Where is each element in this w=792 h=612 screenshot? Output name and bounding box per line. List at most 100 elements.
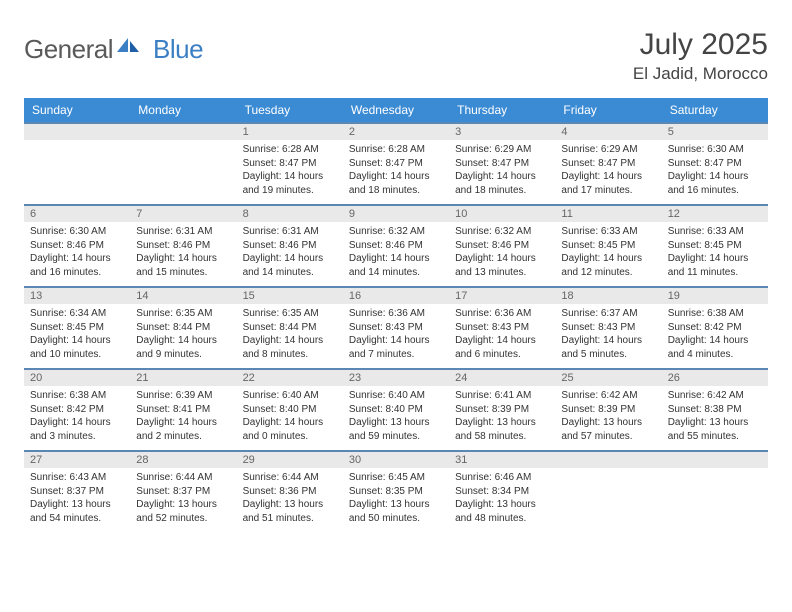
day-number: 6	[24, 206, 130, 222]
day-number: 30	[343, 452, 449, 468]
day-cell: 28Sunrise: 6:44 AMSunset: 8:37 PMDayligh…	[130, 451, 236, 532]
day-number: 16	[343, 288, 449, 304]
weekday-heading: Tuesday	[237, 98, 343, 123]
day-number: 12	[662, 206, 768, 222]
day-cell: 27Sunrise: 6:43 AMSunset: 8:37 PMDayligh…	[24, 451, 130, 532]
day-cell: 2Sunrise: 6:28 AMSunset: 8:47 PMDaylight…	[343, 123, 449, 205]
calendar-body: 1Sunrise: 6:28 AMSunset: 8:47 PMDaylight…	[24, 123, 768, 532]
day-number: 23	[343, 370, 449, 386]
day-cell: 19Sunrise: 6:38 AMSunset: 8:42 PMDayligh…	[662, 287, 768, 369]
day-cell	[24, 123, 130, 205]
day-cell: 6Sunrise: 6:30 AMSunset: 8:46 PMDaylight…	[24, 205, 130, 287]
day-details: Sunrise: 6:34 AMSunset: 8:45 PMDaylight:…	[24, 304, 130, 368]
day-details: Sunrise: 6:29 AMSunset: 8:47 PMDaylight:…	[449, 140, 555, 204]
day-number: 15	[237, 288, 343, 304]
day-number: 9	[343, 206, 449, 222]
day-cell: 26Sunrise: 6:42 AMSunset: 8:38 PMDayligh…	[662, 369, 768, 451]
day-number: 27	[24, 452, 130, 468]
brand-logo: General Blue	[24, 28, 203, 65]
brand-word-1: General	[24, 34, 113, 65]
day-details: Sunrise: 6:32 AMSunset: 8:46 PMDaylight:…	[343, 222, 449, 286]
day-number: 24	[449, 370, 555, 386]
day-details: Sunrise: 6:41 AMSunset: 8:39 PMDaylight:…	[449, 386, 555, 450]
day-details: Sunrise: 6:31 AMSunset: 8:46 PMDaylight:…	[237, 222, 343, 286]
day-cell: 31Sunrise: 6:46 AMSunset: 8:34 PMDayligh…	[449, 451, 555, 532]
day-cell: 15Sunrise: 6:35 AMSunset: 8:44 PMDayligh…	[237, 287, 343, 369]
day-cell: 17Sunrise: 6:36 AMSunset: 8:43 PMDayligh…	[449, 287, 555, 369]
day-cell: 13Sunrise: 6:34 AMSunset: 8:45 PMDayligh…	[24, 287, 130, 369]
day-cell: 29Sunrise: 6:44 AMSunset: 8:36 PMDayligh…	[237, 451, 343, 532]
week-row: 27Sunrise: 6:43 AMSunset: 8:37 PMDayligh…	[24, 451, 768, 532]
day-cell: 5Sunrise: 6:30 AMSunset: 8:47 PMDaylight…	[662, 123, 768, 205]
day-cell	[662, 451, 768, 532]
day-number: 21	[130, 370, 236, 386]
weekday-heading: Monday	[130, 98, 236, 123]
day-cell: 9Sunrise: 6:32 AMSunset: 8:46 PMDaylight…	[343, 205, 449, 287]
day-details: Sunrise: 6:28 AMSunset: 8:47 PMDaylight:…	[343, 140, 449, 204]
day-cell: 8Sunrise: 6:31 AMSunset: 8:46 PMDaylight…	[237, 205, 343, 287]
day-details: Sunrise: 6:38 AMSunset: 8:42 PMDaylight:…	[662, 304, 768, 368]
calendar-table: Sunday Monday Tuesday Wednesday Thursday…	[24, 98, 768, 532]
day-cell: 22Sunrise: 6:40 AMSunset: 8:40 PMDayligh…	[237, 369, 343, 451]
day-number: 1	[237, 124, 343, 140]
weekday-heading: Saturday	[662, 98, 768, 123]
day-number: 7	[130, 206, 236, 222]
day-cell	[130, 123, 236, 205]
day-cell: 20Sunrise: 6:38 AMSunset: 8:42 PMDayligh…	[24, 369, 130, 451]
brand-word-2: Blue	[153, 34, 203, 65]
day-details: Sunrise: 6:33 AMSunset: 8:45 PMDaylight:…	[555, 222, 661, 286]
month-title: July 2025	[633, 28, 768, 62]
day-cell: 16Sunrise: 6:36 AMSunset: 8:43 PMDayligh…	[343, 287, 449, 369]
weekday-heading: Friday	[555, 98, 661, 123]
day-details: Sunrise: 6:36 AMSunset: 8:43 PMDaylight:…	[449, 304, 555, 368]
day-number: 18	[555, 288, 661, 304]
day-details: Sunrise: 6:42 AMSunset: 8:38 PMDaylight:…	[662, 386, 768, 450]
day-cell: 25Sunrise: 6:42 AMSunset: 8:39 PMDayligh…	[555, 369, 661, 451]
day-details: Sunrise: 6:33 AMSunset: 8:45 PMDaylight:…	[662, 222, 768, 286]
day-cell: 21Sunrise: 6:39 AMSunset: 8:41 PMDayligh…	[130, 369, 236, 451]
day-details: Sunrise: 6:30 AMSunset: 8:47 PMDaylight:…	[662, 140, 768, 204]
day-cell	[555, 451, 661, 532]
day-details: Sunrise: 6:32 AMSunset: 8:46 PMDaylight:…	[449, 222, 555, 286]
day-number: 28	[130, 452, 236, 468]
day-details: Sunrise: 6:42 AMSunset: 8:39 PMDaylight:…	[555, 386, 661, 450]
week-row: 13Sunrise: 6:34 AMSunset: 8:45 PMDayligh…	[24, 287, 768, 369]
day-number: 14	[130, 288, 236, 304]
brand-sail-icon	[117, 38, 139, 54]
day-number: 29	[237, 452, 343, 468]
weekday-heading: Thursday	[449, 98, 555, 123]
day-cell: 1Sunrise: 6:28 AMSunset: 8:47 PMDaylight…	[237, 123, 343, 205]
day-number: 26	[662, 370, 768, 386]
weekday-heading: Wednesday	[343, 98, 449, 123]
day-details: Sunrise: 6:46 AMSunset: 8:34 PMDaylight:…	[449, 468, 555, 532]
day-number: 4	[555, 124, 661, 140]
weekday-header-row: Sunday Monday Tuesday Wednesday Thursday…	[24, 98, 768, 123]
location-label: El Jadid, Morocco	[633, 64, 768, 84]
day-details: Sunrise: 6:38 AMSunset: 8:42 PMDaylight:…	[24, 386, 130, 450]
day-details: Sunrise: 6:31 AMSunset: 8:46 PMDaylight:…	[130, 222, 236, 286]
day-details: Sunrise: 6:40 AMSunset: 8:40 PMDaylight:…	[343, 386, 449, 450]
day-cell: 11Sunrise: 6:33 AMSunset: 8:45 PMDayligh…	[555, 205, 661, 287]
day-cell: 24Sunrise: 6:41 AMSunset: 8:39 PMDayligh…	[449, 369, 555, 451]
day-number: 19	[662, 288, 768, 304]
day-cell: 30Sunrise: 6:45 AMSunset: 8:35 PMDayligh…	[343, 451, 449, 532]
day-details: Sunrise: 6:45 AMSunset: 8:35 PMDaylight:…	[343, 468, 449, 532]
title-block: July 2025 El Jadid, Morocco	[633, 28, 768, 84]
day-number: 31	[449, 452, 555, 468]
day-number: 3	[449, 124, 555, 140]
week-row: 1Sunrise: 6:28 AMSunset: 8:47 PMDaylight…	[24, 123, 768, 205]
day-details: Sunrise: 6:40 AMSunset: 8:40 PMDaylight:…	[237, 386, 343, 450]
day-cell: 12Sunrise: 6:33 AMSunset: 8:45 PMDayligh…	[662, 205, 768, 287]
day-cell: 3Sunrise: 6:29 AMSunset: 8:47 PMDaylight…	[449, 123, 555, 205]
day-number: 22	[237, 370, 343, 386]
week-row: 20Sunrise: 6:38 AMSunset: 8:42 PMDayligh…	[24, 369, 768, 451]
day-cell: 7Sunrise: 6:31 AMSunset: 8:46 PMDaylight…	[130, 205, 236, 287]
calendar-page: General Blue July 2025 El Jadid, Morocco…	[0, 0, 792, 532]
weekday-heading: Sunday	[24, 98, 130, 123]
week-row: 6Sunrise: 6:30 AMSunset: 8:46 PMDaylight…	[24, 205, 768, 287]
day-details: Sunrise: 6:28 AMSunset: 8:47 PMDaylight:…	[237, 140, 343, 204]
day-number: 13	[24, 288, 130, 304]
day-number: 25	[555, 370, 661, 386]
day-cell: 14Sunrise: 6:35 AMSunset: 8:44 PMDayligh…	[130, 287, 236, 369]
day-details: Sunrise: 6:39 AMSunset: 8:41 PMDaylight:…	[130, 386, 236, 450]
